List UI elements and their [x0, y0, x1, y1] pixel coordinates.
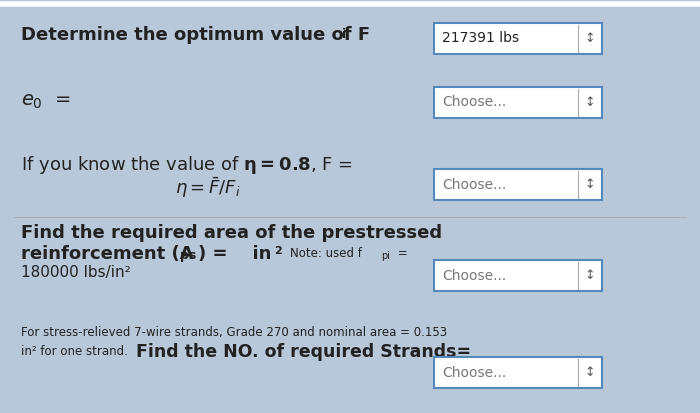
Text: 217391 lbs: 217391 lbs: [442, 31, 519, 45]
Text: Choose...: Choose...: [442, 178, 507, 192]
Text: If you know the value of $\mathbf{\eta = 0.8}$, F =: If you know the value of $\mathbf{\eta =…: [21, 154, 353, 176]
Text: ps: ps: [180, 249, 196, 262]
FancyBboxPatch shape: [434, 357, 602, 388]
Text: reinforcement (A: reinforcement (A: [21, 245, 194, 263]
Text: ) =    in: ) = in: [198, 245, 272, 263]
Text: Choose...: Choose...: [442, 95, 507, 109]
Text: pi: pi: [382, 251, 391, 261]
Text: Find the NO. of required Strands=: Find the NO. of required Strands=: [130, 343, 470, 361]
Text: $\eta = \bar{F}/F_i$: $\eta = \bar{F}/F_i$: [175, 176, 241, 200]
Text: Note: used f: Note: used f: [290, 247, 363, 261]
Text: ↕: ↕: [584, 269, 594, 282]
Text: Choose...: Choose...: [442, 269, 507, 282]
Text: i: i: [342, 28, 346, 40]
Text: ↕: ↕: [584, 96, 594, 109]
Text: =: =: [394, 247, 407, 261]
Text: 2: 2: [274, 246, 282, 256]
Text: Determine the optimum value of F: Determine the optimum value of F: [21, 26, 370, 44]
Text: in² for one strand.: in² for one strand.: [21, 345, 128, 358]
FancyBboxPatch shape: [434, 169, 602, 200]
Text: Find the required area of the prestressed: Find the required area of the prestresse…: [21, 224, 442, 242]
Text: 180000 lbs/in²: 180000 lbs/in²: [21, 265, 131, 280]
Text: ↕: ↕: [584, 178, 594, 191]
Text: $e_0$  =: $e_0$ =: [21, 92, 71, 111]
FancyBboxPatch shape: [434, 87, 602, 118]
FancyBboxPatch shape: [434, 23, 602, 54]
Text: Choose...: Choose...: [442, 366, 507, 380]
Text: For stress-relieved 7-wire strands, Grade 270 and nominal area = 0.153: For stress-relieved 7-wire strands, Grad…: [21, 326, 447, 339]
Text: ↕: ↕: [584, 32, 594, 45]
FancyBboxPatch shape: [434, 260, 602, 291]
Text: ↕: ↕: [584, 366, 594, 379]
